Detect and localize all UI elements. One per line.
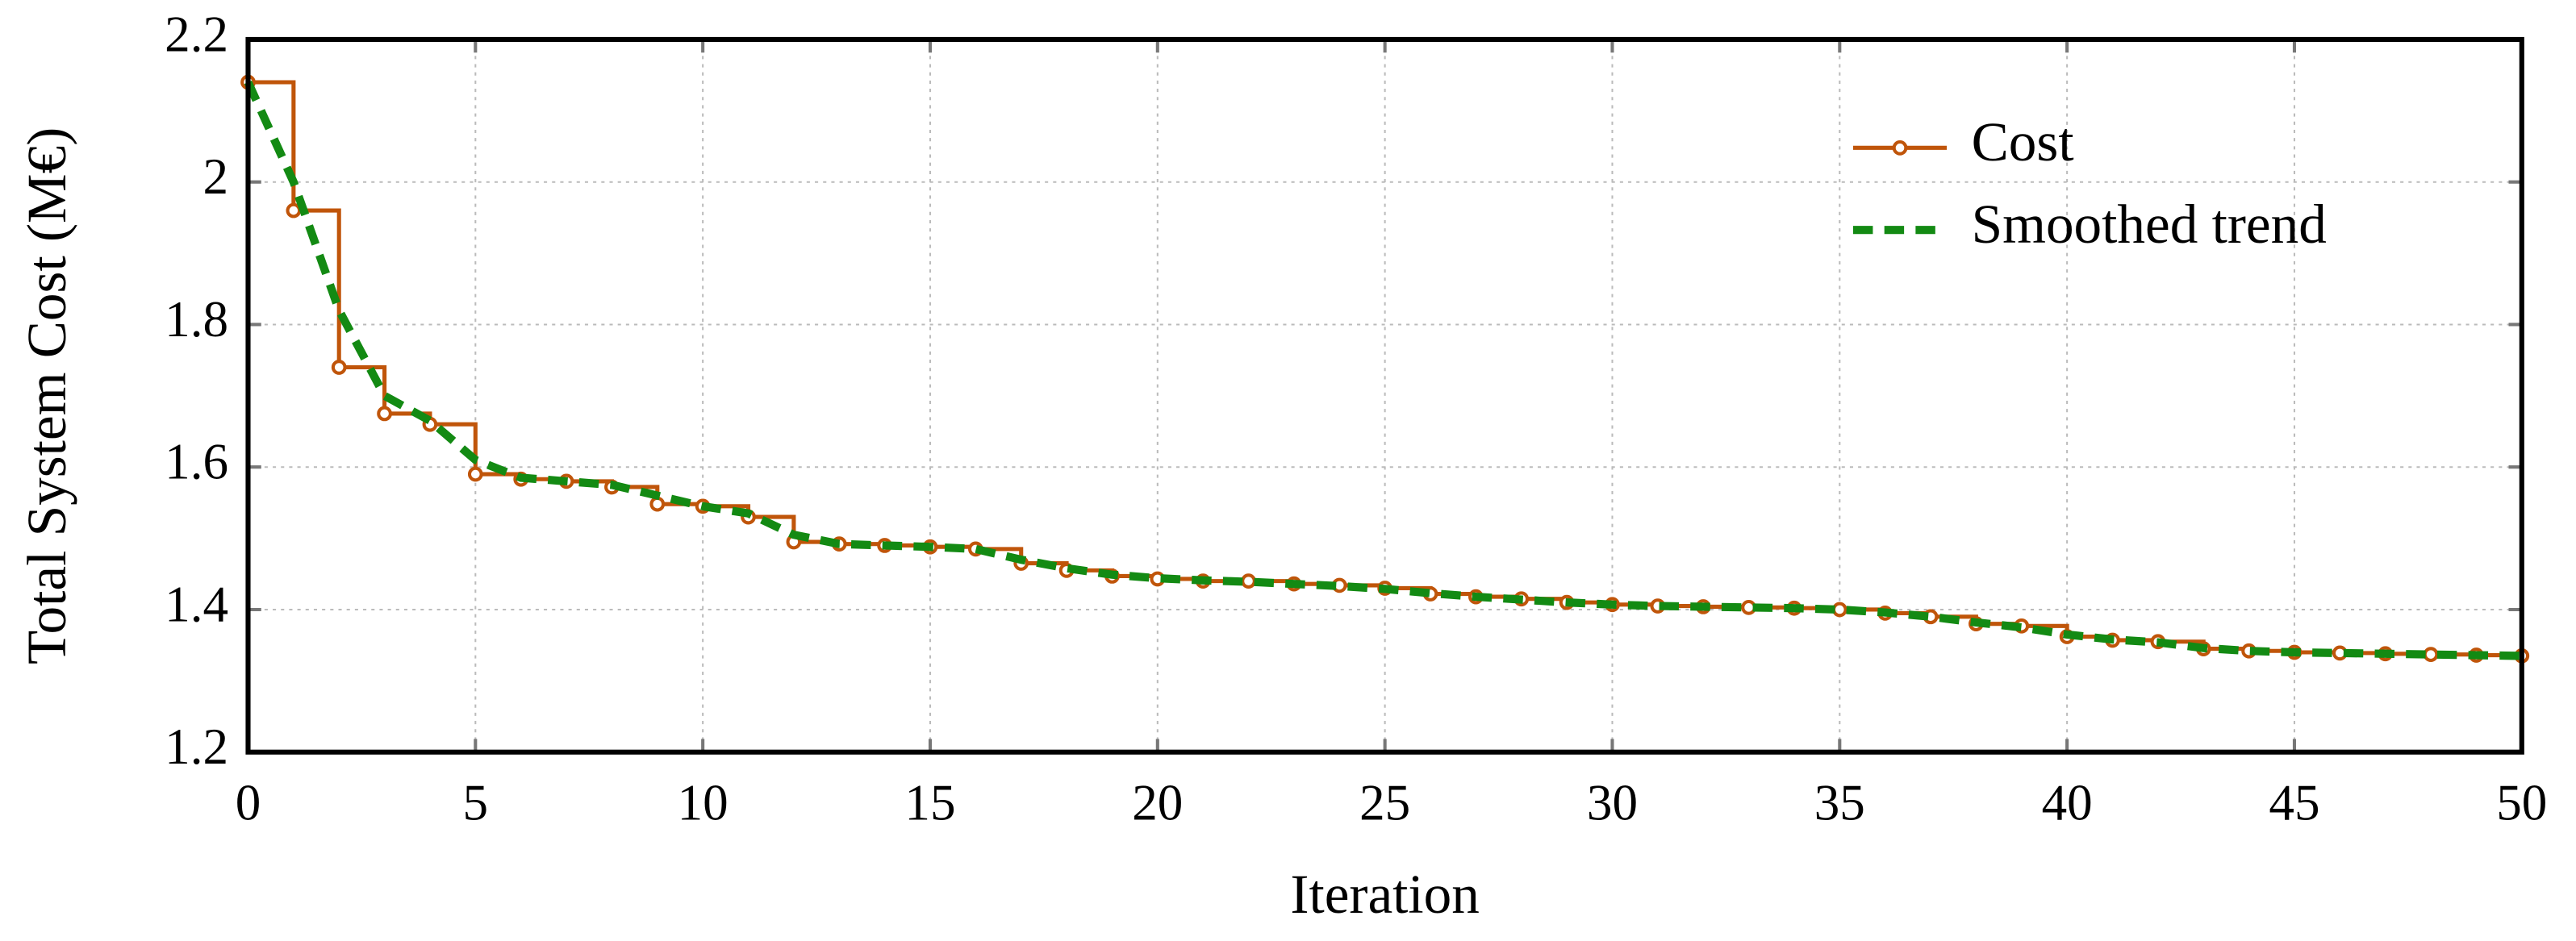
y-tick-label: 1.6 [165,434,228,490]
legend-label: Smoothed trend [1972,193,2327,255]
plot-frame [245,36,2524,755]
x-tick-label: 20 [1132,774,1183,831]
y-axis-label: Total System Cost (M€) [15,127,77,664]
marker [1831,602,1847,618]
x-tick-label: 35 [1814,774,1865,831]
marker [2423,647,2439,663]
y-tick-label: 1.4 [165,576,228,632]
marker [467,466,483,482]
x-tick-label: 25 [1359,774,1410,831]
x-tick-label: 15 [904,774,955,831]
x-tick-label: 40 [2042,774,2093,831]
marker [377,406,392,422]
y-tick-label: 2 [202,148,228,205]
x-tick-label: 30 [1587,774,1638,831]
x-tick-label: 0 [236,774,261,831]
trend-line [244,80,2522,660]
legend-marker [1892,139,1908,156]
x-tick-label: 45 [2269,774,2319,831]
x-axis-label: Iteration [1290,863,1479,925]
legend-label: Cost [1972,110,2074,173]
step-line [248,80,296,211]
x-tick-label: 50 [2496,774,2547,831]
marker [331,360,347,375]
y-tick-label: 2.2 [165,6,228,62]
x-tick-label: 10 [678,774,729,831]
y-tick-label: 1.2 [165,718,228,775]
x-tick-label: 5 [463,774,489,831]
marker [1241,573,1256,589]
y-tick-label: 1.8 [165,291,228,348]
marker [649,496,666,512]
marker [286,202,302,219]
